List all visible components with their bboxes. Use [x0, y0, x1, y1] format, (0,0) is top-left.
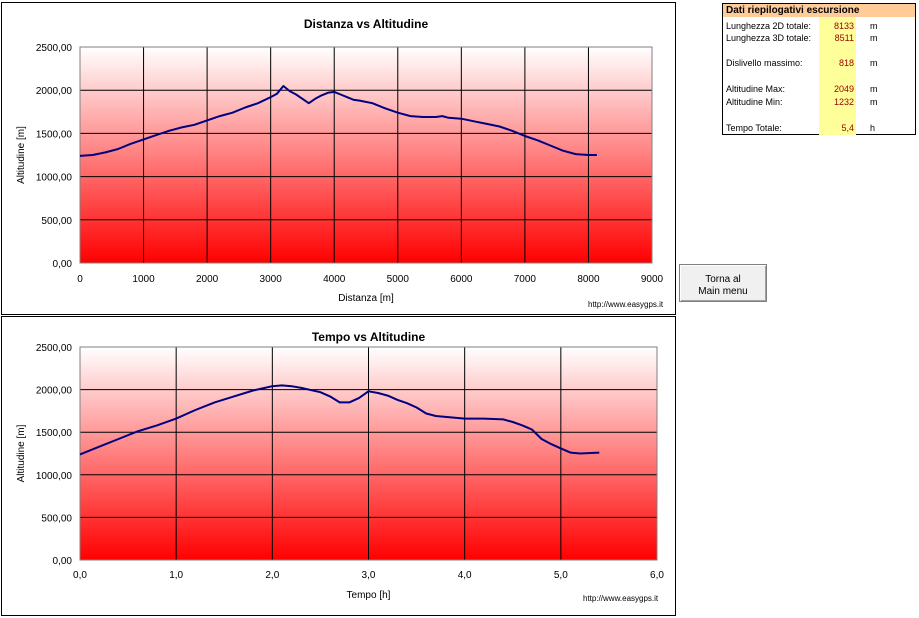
summary-row-length-3d: Lunghezza 3D totale: 8511 m [723, 32, 915, 44]
summary-value: 8511 [834, 33, 854, 43]
altitude-series-line [79, 384, 600, 456]
x-tick-label: 6000 [450, 274, 473, 285]
plot-area [80, 47, 652, 263]
x-tick-label: 1,0 [169, 570, 183, 581]
y-tick-label: 1500,00 [36, 129, 73, 140]
summary-value: 8133 [833, 21, 854, 31]
x-tick-label: 5,0 [554, 570, 568, 581]
x-tick-label: 4,0 [458, 570, 472, 581]
y-axis-label: Altitudine [m] [16, 424, 27, 482]
summary-value-column [819, 17, 856, 135]
y-tick-label: 2500,00 [36, 43, 73, 54]
x-tick-label: 2000 [196, 274, 219, 285]
x-tick-label: 8000 [577, 274, 600, 285]
summary-label: Dislivello massimo: [726, 58, 803, 68]
time-altitude-chart: 0,0 1,0 2,0 3,0 4,0 5,0 6,0 0,00 500,00 1000,00 15… [1, 316, 676, 616]
back-to-main-menu-button[interactable]: Torna al Main menu [679, 264, 767, 302]
summary-unit: m [870, 84, 878, 94]
distance-altitude-chart: 0 1000 2000 3000 4000 5000 6000 7000 8000 9000 0,0… [1, 2, 676, 315]
y-tick-label: 2500,00 [36, 343, 73, 354]
x-tick-label: 9000 [641, 274, 664, 285]
distance-altitude-svg: 0 1000 2000 3000 4000 5000 6000 7000 8000 9000 0,0… [16, 17, 664, 309]
source-url: http://www.easygps.it [583, 594, 659, 603]
summary-unit: m [870, 33, 878, 43]
y-tick-label: 0,00 [53, 556, 73, 567]
x-tick-label: 4000 [323, 274, 346, 285]
x-tick-label: 5000 [387, 274, 410, 285]
y-tick-label: 0,00 [53, 259, 73, 270]
summary-value: 5,4 [841, 123, 854, 133]
x-axis-label: Distanza [m] [338, 293, 394, 304]
summary-unit: m [870, 58, 878, 68]
x-tick-label: 2,0 [265, 570, 279, 581]
summary-row-total-time: Tempo Totale: 5,4 h [723, 122, 915, 134]
summary-label: Lunghezza 2D totale: [726, 21, 812, 31]
x-tick-label: 0 [77, 274, 83, 285]
x-tick-label: 6,0 [650, 570, 664, 581]
back-button-line1: Torna al [705, 274, 741, 285]
summary-unit: m [870, 21, 878, 31]
x-tick-label: 0,0 [73, 570, 87, 581]
altitude-series-line [79, 85, 597, 157]
summary-table: Dati riepilogativi escursione Lunghezza … [722, 3, 916, 135]
x-axis-label: Tempo [h] [347, 590, 391, 601]
x-tick-label: 1000 [132, 274, 155, 285]
summary-row-length-2d: Lunghezza 2D totale: 8133 m [723, 20, 915, 32]
summary-label: Altitudine Max: [726, 84, 786, 94]
y-tick-label: 2000,00 [36, 86, 73, 97]
chart-title: Tempo vs Altitudine [312, 330, 426, 344]
time-altitude-svg: 0,0 1,0 2,0 3,0 4,0 5,0 6,0 0,00 500,00 1000,00 15… [16, 330, 664, 603]
y-tick-label: 500,00 [41, 216, 72, 227]
back-button-line2: Main menu [698, 286, 748, 297]
summary-row-altitude-max: Altitudine Max: 2049 m [723, 83, 915, 95]
summary-label: Tempo Totale: [726, 123, 782, 133]
summary-row-max-elevation-gain: Dislivello massimo: 818 m [723, 57, 915, 69]
x-tick-label: 3000 [260, 274, 283, 285]
source-url: http://www.easygps.it [588, 300, 664, 309]
y-axis-label: Altitudine [m] [16, 126, 27, 184]
summary-unit: m [870, 97, 878, 107]
y-tick-label: 500,00 [41, 513, 72, 524]
summary-label: Altitudine Min: [726, 97, 783, 107]
chart-title: Distanza vs Altitudine [304, 17, 429, 31]
summary-value: 818 [838, 58, 854, 68]
summary-title: Dati riepilogativi escursione [723, 4, 915, 17]
y-tick-label: 1000,00 [36, 173, 73, 184]
summary-value: 1232 [833, 97, 854, 107]
y-tick-label: 2000,00 [36, 386, 73, 397]
x-tick-label: 7000 [514, 274, 537, 285]
y-tick-label: 1000,00 [36, 471, 73, 482]
summary-unit: h [870, 123, 876, 133]
summary-row-altitude-min: Altitudine Min: 1232 m [723, 96, 915, 108]
x-tick-label: 3,0 [362, 570, 376, 581]
summary-value: 2049 [833, 84, 854, 94]
y-tick-label: 1500,00 [36, 428, 73, 439]
summary-label: Lunghezza 3D totale: [726, 33, 812, 43]
